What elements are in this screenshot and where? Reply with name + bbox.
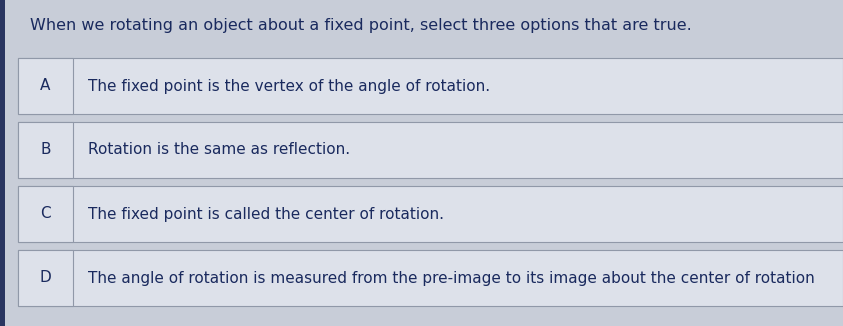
Bar [18,58,73,114]
Bar [18,122,843,178]
Text: Rotation is the same as reflection.: Rotation is the same as reflection. [88,142,350,157]
Text: The fixed point is the vertex of the angle of rotation.: The fixed point is the vertex of the ang… [88,79,490,94]
Text: The angle of rotation is measured from the pre-image to its image about the cent: The angle of rotation is measured from t… [88,271,814,286]
Text: D: D [40,271,51,286]
Text: B: B [40,142,51,157]
Bar [18,250,843,306]
Text: C: C [40,206,51,221]
Bar [18,58,843,114]
Bar [0,0,5,326]
Text: A: A [40,79,51,94]
Bar [18,250,73,306]
Text: The fixed point is called the center of rotation.: The fixed point is called the center of … [88,206,444,221]
Bar [18,122,73,178]
Text: When we rotating an object about a fixed point, select three options that are tr: When we rotating an object about a fixed… [30,18,692,33]
Bar [18,186,73,242]
Bar [18,186,843,242]
